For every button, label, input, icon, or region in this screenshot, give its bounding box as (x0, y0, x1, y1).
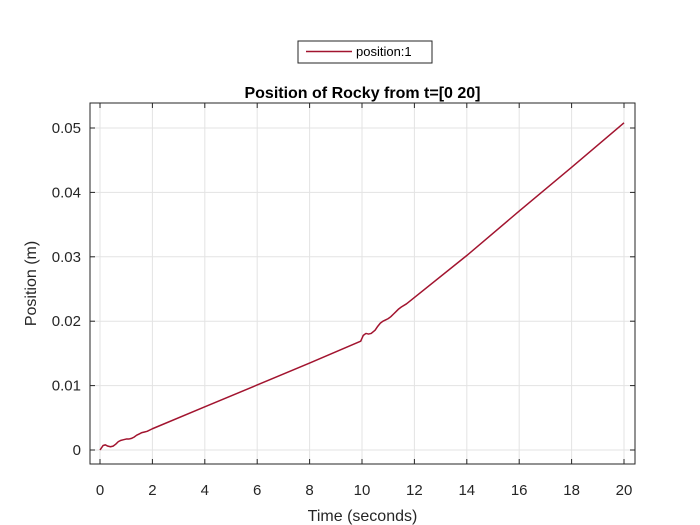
y-tick-label: 0.03 (52, 249, 81, 266)
y-tick-label: 0 (73, 442, 81, 459)
series-layer (99, 122, 625, 451)
x-tick-label: 8 (305, 482, 313, 499)
y-axis-label: Position (m) (23, 241, 40, 326)
axes-box (89, 102, 636, 465)
y-tick-labels: 0 0.01 0.02 0.03 0.04 0.05 (52, 120, 81, 459)
x-tick-label: 10 (354, 482, 371, 499)
x-tick-label: 18 (563, 482, 580, 499)
legend: position:1 (297, 40, 433, 64)
y-tick-label: 0.05 (52, 120, 81, 137)
x-tick-labels: 0 2 4 6 8 10 12 14 16 18 20 (96, 482, 633, 499)
legend-series-label: position:1 (356, 44, 412, 59)
grid (90, 103, 635, 464)
x-tick-label: 16 (511, 482, 528, 499)
x-tick-label: 6 (253, 482, 261, 499)
x-tick-label: 4 (201, 482, 209, 499)
legend-box (297, 40, 433, 64)
x-tick-label: 12 (406, 482, 423, 499)
x-axis-label: Time (seconds) (308, 508, 418, 525)
x-tick-label: 14 (458, 482, 475, 499)
y-tick-label: 0.04 (52, 184, 81, 201)
y-tick-label: 0.02 (52, 313, 81, 330)
x-tick-label: 2 (148, 482, 156, 499)
plot-area (89, 102, 636, 465)
chart-title: Position of Rocky from t=[0 20] (244, 85, 480, 102)
ticks (90, 103, 635, 464)
series-line-position-1 (99, 122, 625, 451)
x-tick-label: 20 (616, 482, 633, 499)
x-tick-label: 0 (96, 482, 104, 499)
y-tick-label: 0.01 (52, 378, 81, 395)
